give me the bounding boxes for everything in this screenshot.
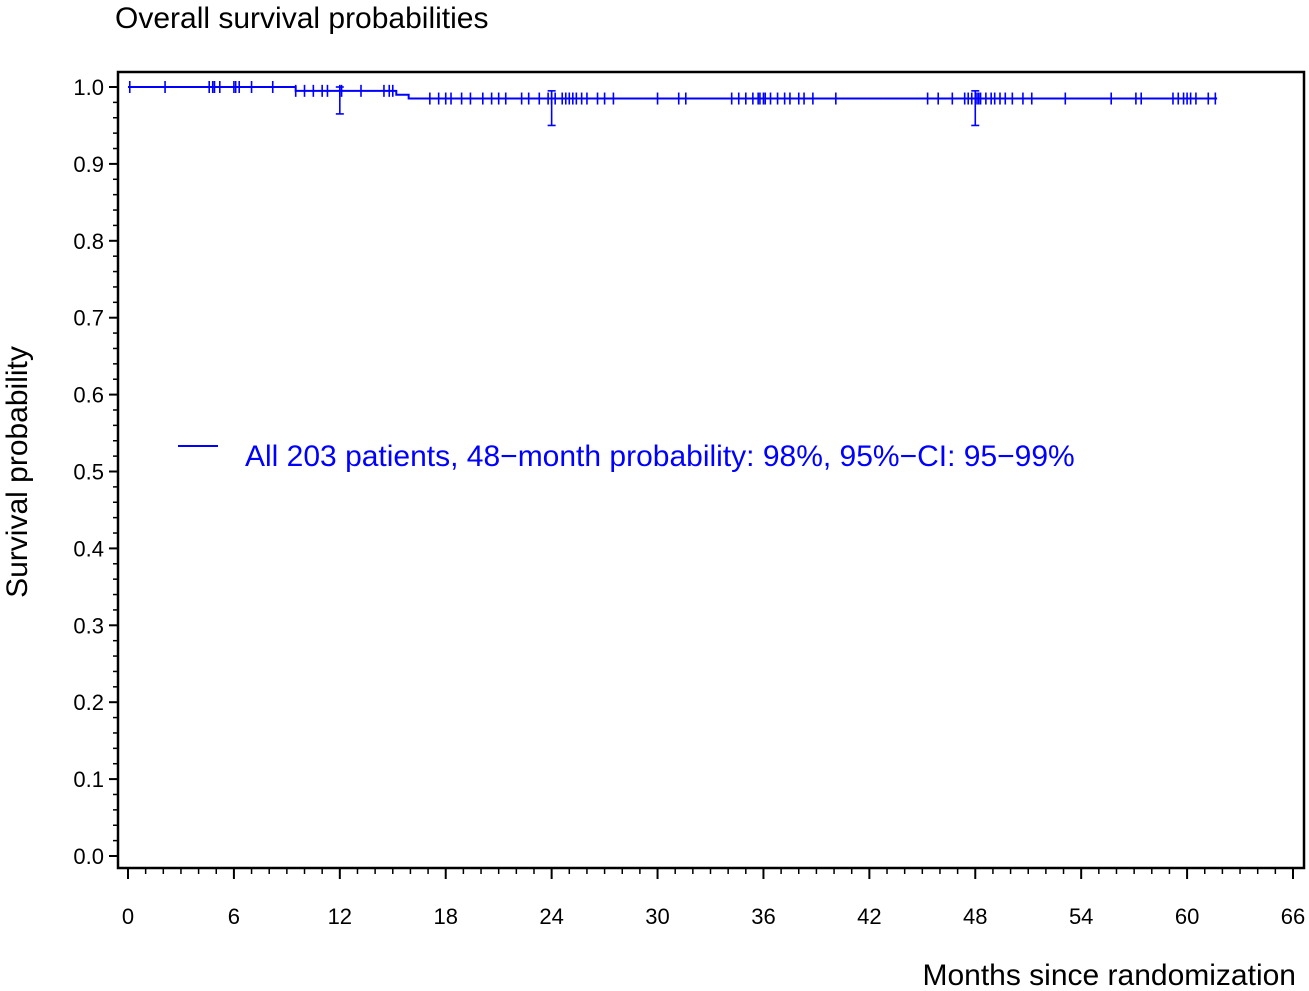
y-axis-label: Survival probability [1,346,34,598]
y-tick-label-0.7: 0.7 [73,306,104,331]
y-axis: 0.0 0.1 0.2 0.3 0.4 0.5 0.6 0.7 0.8 0.9 1.0 [73,75,118,869]
x-tick-label-12: 12 [328,904,352,929]
y-tick-label-0.5: 0.5 [73,460,104,485]
x-tick-label-60: 60 [1175,904,1199,929]
x-tick-label-30: 30 [645,904,669,929]
x-tick-label-42: 42 [857,904,881,929]
x-tick-label-66: 66 [1281,904,1305,929]
x-tick-label-54: 54 [1069,904,1093,929]
x-tick-label-48: 48 [963,904,987,929]
legend-entry-all-patients: All 203 patients, 48−month probability: … [245,440,1075,473]
survival-curve-layer [128,81,1218,127]
y-tick-label-0.6: 0.6 [73,383,104,408]
y-tick-label-0.1: 0.1 [73,767,104,792]
y-tick-label-1.0: 1.0 [73,75,104,100]
y-tick-label-0.9: 0.9 [73,152,104,177]
x-tick-label-24: 24 [539,904,563,929]
x-tick-label-36: 36 [751,904,775,929]
y-tick-label-0.3: 0.3 [73,613,104,638]
chart-title: Overall survival probabilities [115,2,488,35]
x-tick-label-6: 6 [228,904,240,929]
y-tick-label-0.8: 0.8 [73,229,104,254]
x-axis-label: Months since randomization [922,959,1296,991]
y-tick-label-0.4: 0.4 [73,536,104,561]
y-tick-label-0.2: 0.2 [73,690,104,715]
x-axis: 0 6 12 18 24 30 36 42 48 54 60 66 [122,868,1305,929]
survival-step-line [128,86,1218,100]
x-tick-label-0: 0 [122,904,134,929]
y-tick-label-0.0: 0.0 [73,844,104,869]
x-tick-label-18: 18 [433,904,457,929]
